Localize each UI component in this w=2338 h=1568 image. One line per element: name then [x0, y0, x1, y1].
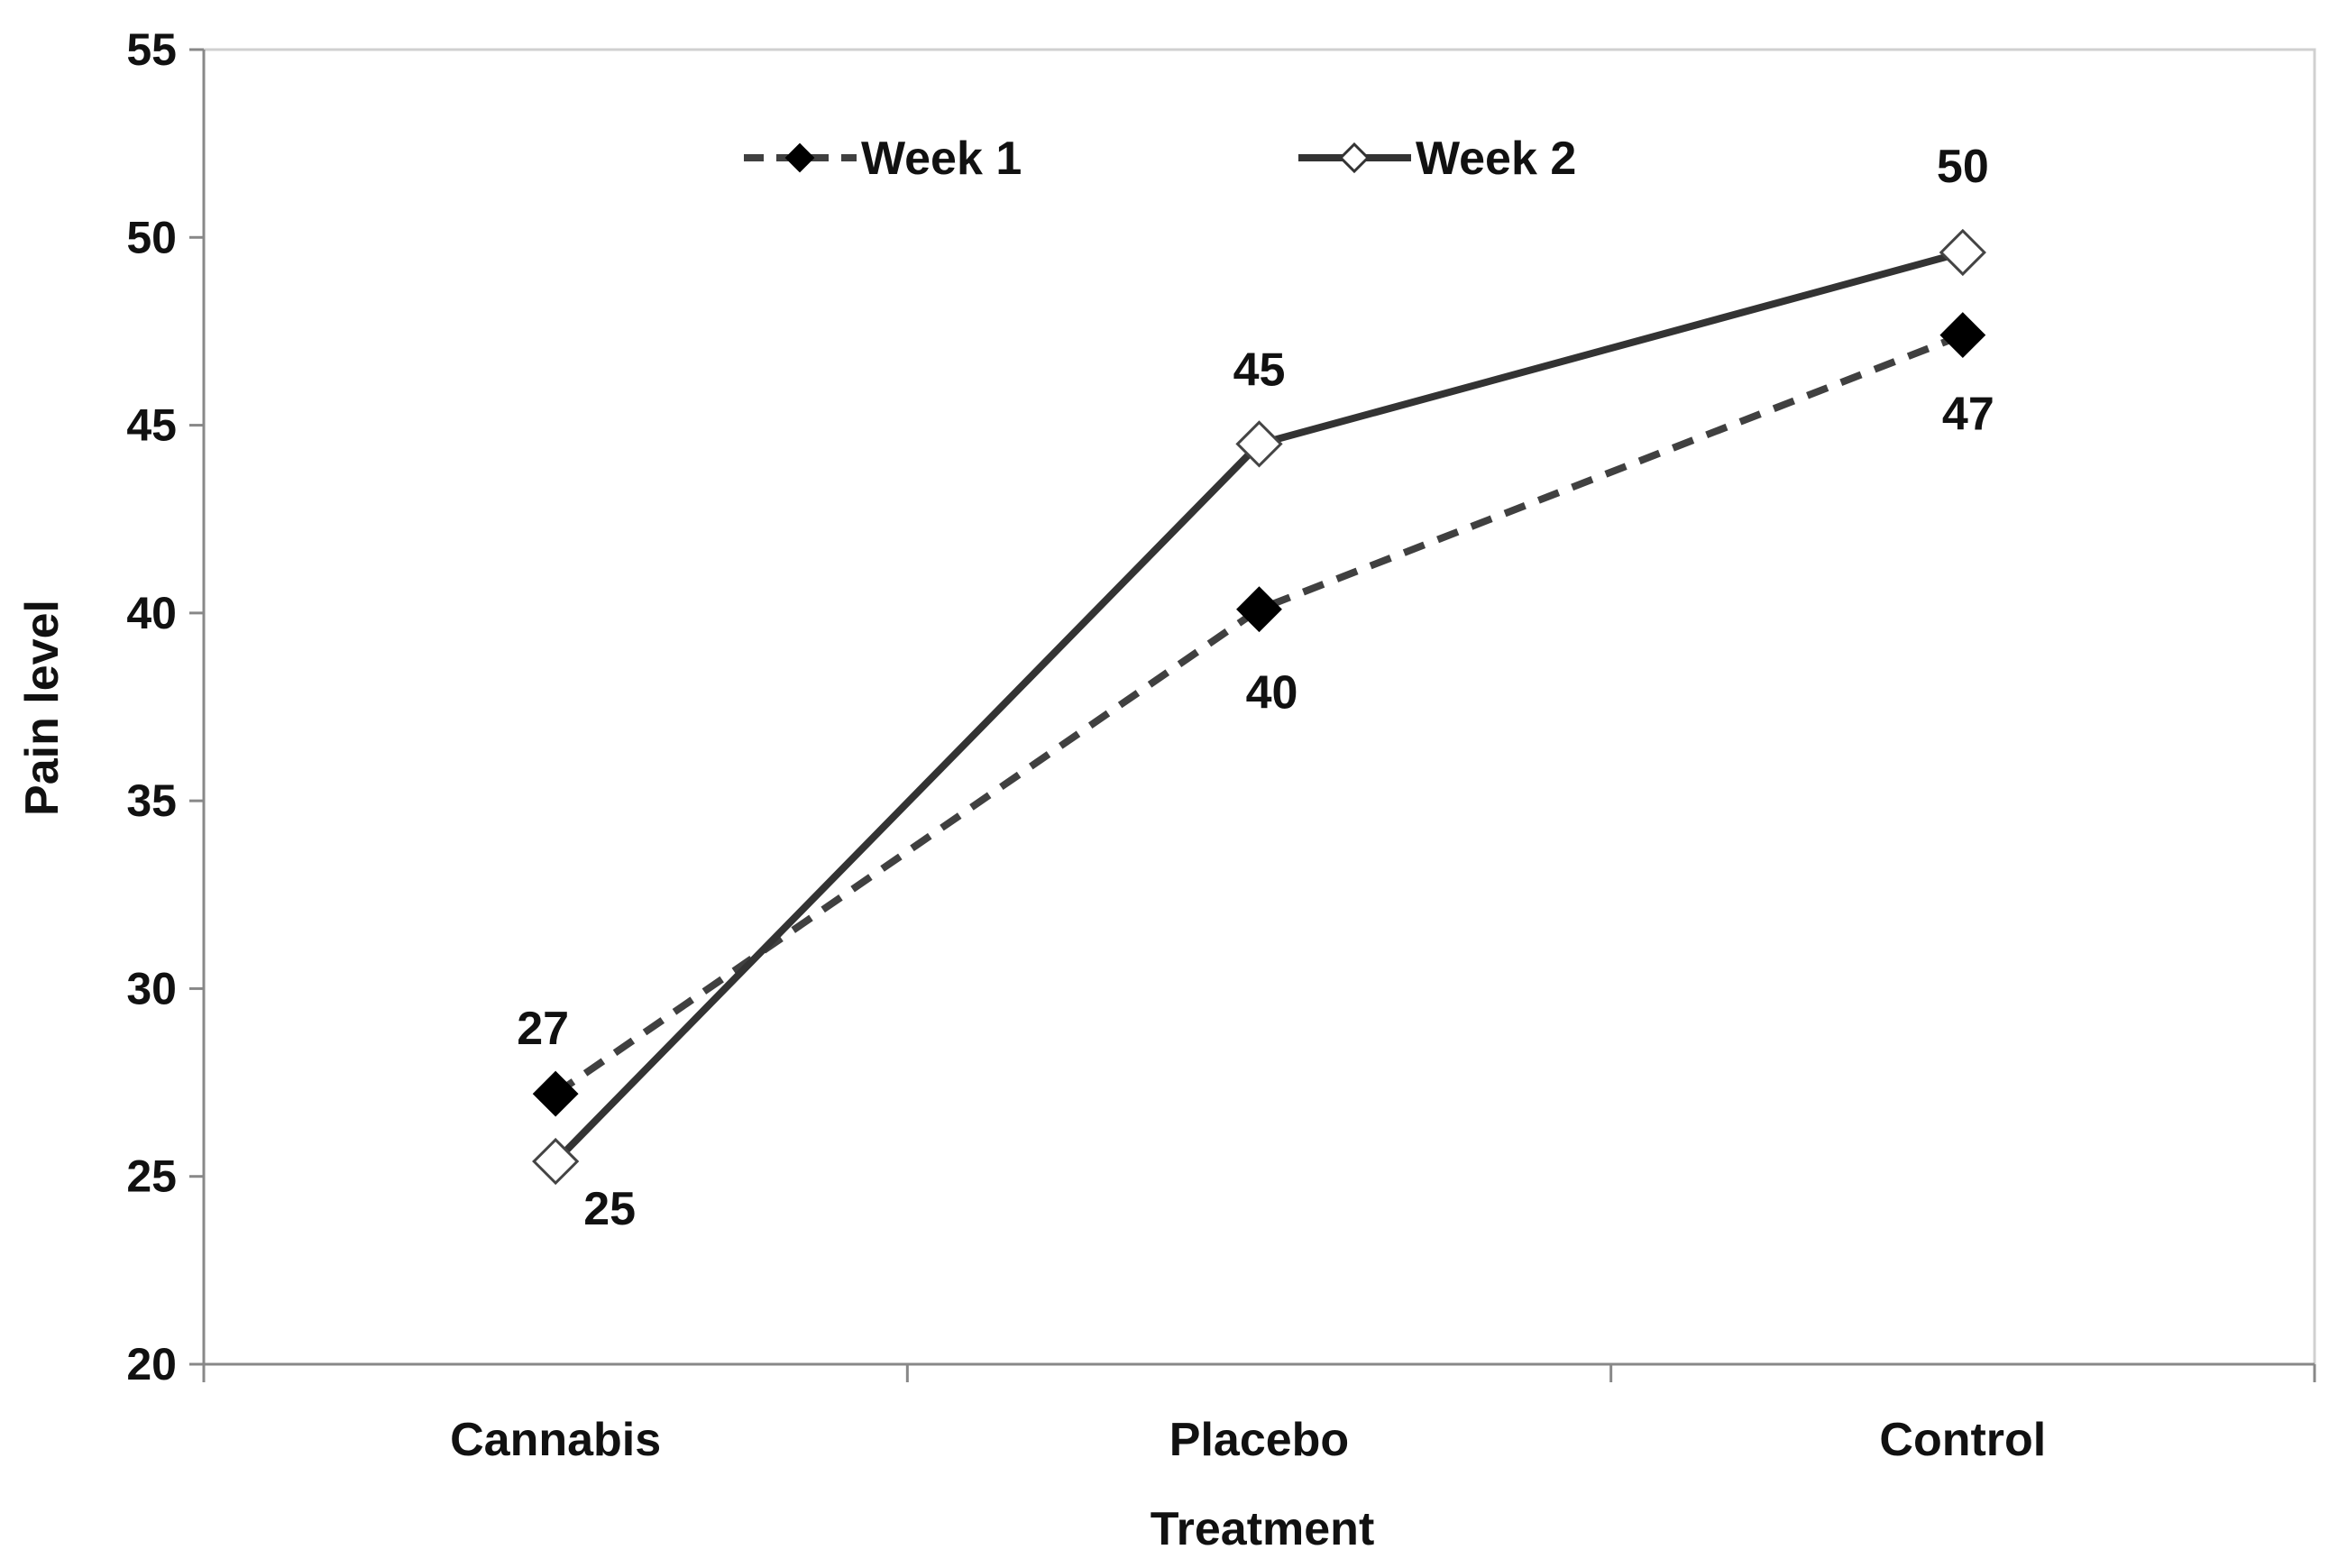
data-label-week-2-cannabis: 25 — [583, 1183, 636, 1235]
data-label-week-1-placebo: 40 — [1246, 667, 1298, 720]
data-label-week-1-control: 47 — [1942, 389, 1994, 441]
data-point-week-2-cannabis — [532, 1137, 580, 1186]
data-label-week-2-control: 50 — [1937, 141, 1989, 193]
y-tick-label: 50 — [126, 212, 177, 262]
data-point-week-2-placebo — [1235, 420, 1283, 468]
x-category-label: Control — [1879, 1414, 2046, 1466]
legend-week1-marker-icon — [784, 142, 815, 173]
legend-week2-marker-icon — [1338, 142, 1371, 174]
y-tick-label: 45 — [126, 400, 177, 451]
legend-week2-label: Week 2 — [1416, 133, 1576, 185]
data-label-week-1-cannabis: 27 — [517, 1003, 569, 1055]
y-tick-label: 55 — [126, 24, 177, 75]
y-axis-title: Pain level — [16, 600, 69, 816]
series-markers — [532, 228, 1986, 1186]
x-axis-ticks: Cannabis Placebo Control — [202, 1364, 2316, 1466]
data-point-week-1-control — [1939, 312, 1986, 359]
y-tick-label: 20 — [126, 1339, 177, 1389]
x-axis-title: Treatment — [1151, 1503, 1375, 1555]
y-tick-label: 25 — [126, 1151, 177, 1202]
data-point-week-1-cannabis — [532, 1070, 579, 1117]
x-category-label: Cannabis — [450, 1414, 661, 1466]
y-tick-label: 30 — [126, 963, 177, 1013]
y-tick-label: 40 — [126, 588, 177, 638]
data-label-week-2-placebo: 45 — [1233, 344, 1286, 396]
legend: Week 1 Week 2 — [744, 133, 1576, 185]
data-point-week-1-placebo — [1236, 586, 1282, 633]
data-labels: 27 40 47 25 45 50 — [517, 141, 1994, 1235]
legend-week1-label: Week 1 — [861, 133, 1022, 185]
data-point-week-2-control — [1939, 228, 1986, 277]
y-tick-label: 35 — [126, 775, 177, 826]
y-axis-ticks: 20 25 30 35 40 45 50 55 — [126, 24, 204, 1389]
x-category-label: Placebo — [1169, 1414, 1349, 1466]
